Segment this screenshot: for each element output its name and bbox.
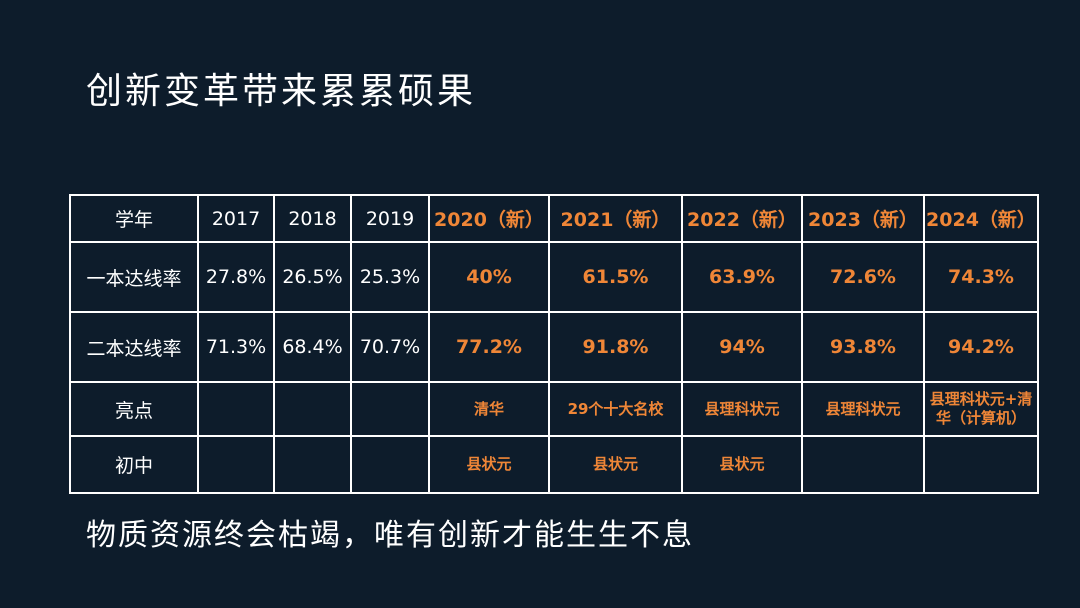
table-row: 初中 县状元 县状元 县状元	[69, 435, 1039, 494]
header-cell: 2019	[350, 194, 430, 243]
table-header-row: 学年 2017 2018 2019 2020（新） 2021（新） 2022（新…	[69, 194, 1039, 243]
row-label: 一本达线率	[69, 241, 199, 313]
table-cell	[923, 435, 1039, 494]
results-table: 学年 2017 2018 2019 2020（新） 2021（新） 2022（新…	[69, 194, 1039, 494]
row-label: 亮点	[69, 381, 199, 437]
row-label: 初中	[69, 435, 199, 494]
table-cell	[801, 435, 925, 494]
table-cell: 县理科状元	[681, 381, 803, 437]
header-cell: 2020（新）	[428, 194, 550, 243]
table-cell: 清华	[428, 381, 550, 437]
table-cell: 91.8%	[548, 311, 683, 383]
table-row: 二本达线率 71.3% 68.4% 70.7% 77.2% 91.8% 94% …	[69, 311, 1039, 383]
table-cell: 63.9%	[681, 241, 803, 313]
table-cell: 县理科状元+清华（计算机）	[923, 381, 1039, 437]
table-cell: 县理科状元	[801, 381, 925, 437]
table-cell: 68.4%	[273, 311, 352, 383]
header-cell: 2024（新）	[923, 194, 1039, 243]
table-cell	[197, 381, 275, 437]
table-cell: 94.2%	[923, 311, 1039, 383]
table-cell: 25.3%	[350, 241, 430, 313]
header-cell: 2022（新）	[681, 194, 803, 243]
table-cell: 40%	[428, 241, 550, 313]
table-cell: 94%	[681, 311, 803, 383]
table-cell: 29个十大名校	[548, 381, 683, 437]
table-cell	[273, 435, 352, 494]
table-cell: 26.5%	[273, 241, 352, 313]
table-cell: 县状元	[428, 435, 550, 494]
table-row: 一本达线率 27.8% 26.5% 25.3% 40% 61.5% 63.9% …	[69, 241, 1039, 313]
header-cell: 学年	[69, 194, 199, 243]
header-cell: 2017	[197, 194, 275, 243]
header-cell: 2023（新）	[801, 194, 925, 243]
header-cell: 2021（新）	[548, 194, 683, 243]
table-cell	[350, 435, 430, 494]
table-cell: 74.3%	[923, 241, 1039, 313]
slide-title: 创新变革带来累累硕果	[86, 71, 477, 112]
row-label: 二本达线率	[69, 311, 199, 383]
table-cell: 县状元	[681, 435, 803, 494]
header-cell: 2018	[273, 194, 352, 243]
table-cell: 70.7%	[350, 311, 430, 383]
table-row: 亮点 清华 29个十大名校 县理科状元 县理科状元 县理科状元+清华（计算机）	[69, 381, 1039, 437]
table-cell	[273, 381, 352, 437]
table-cell: 77.2%	[428, 311, 550, 383]
slide-footer-slogan: 物质资源终会枯竭，唯有创新才能生生不息	[86, 518, 694, 553]
table-cell	[350, 381, 430, 437]
table-cell: 61.5%	[548, 241, 683, 313]
table-cell: 县状元	[548, 435, 683, 494]
table-cell	[197, 435, 275, 494]
table-cell: 71.3%	[197, 311, 275, 383]
table-cell: 93.8%	[801, 311, 925, 383]
table-cell: 72.6%	[801, 241, 925, 313]
table-cell: 27.8%	[197, 241, 275, 313]
